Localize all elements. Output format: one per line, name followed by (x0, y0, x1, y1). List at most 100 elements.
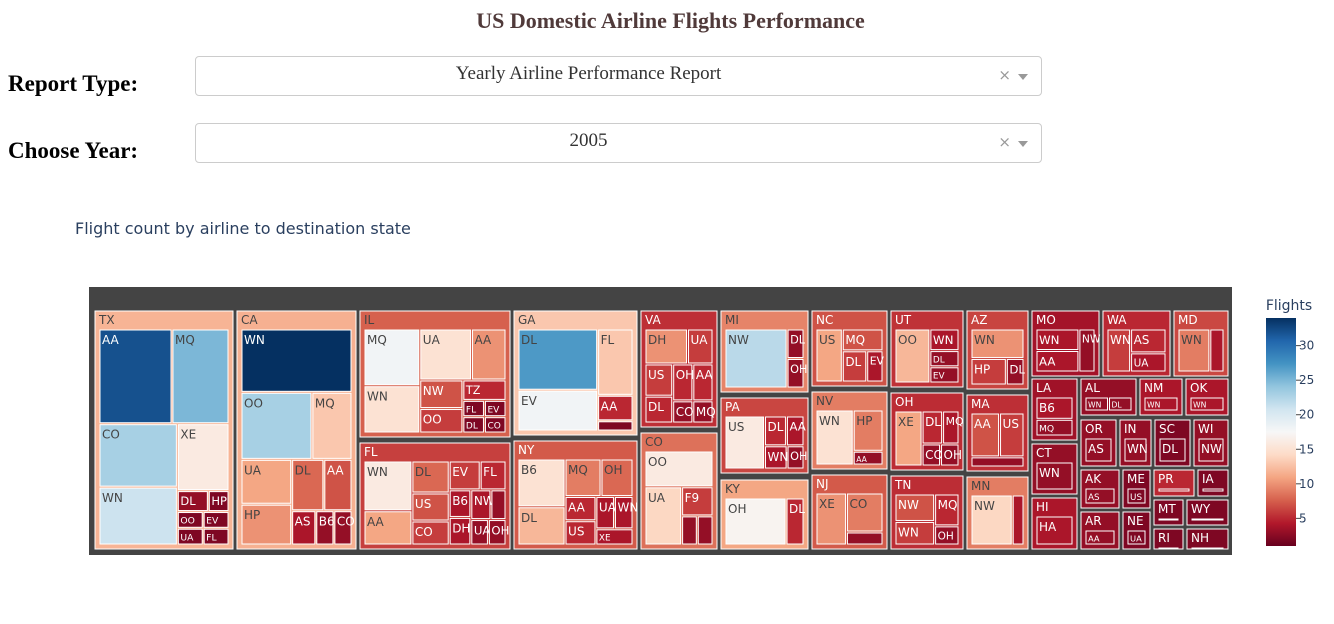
state-ne[interactable]: NE UA (1122, 511, 1151, 550)
airline-cell[interactable] (941, 444, 959, 466)
airline-cell[interactable] (693, 364, 713, 401)
airline-cell[interactable] (867, 351, 883, 382)
state-ia[interactable]: IA (1197, 469, 1229, 497)
airline-cell[interactable] (1079, 329, 1095, 372)
airline-cell[interactable] (1159, 438, 1186, 462)
airline-cell[interactable] (596, 496, 614, 529)
airline-cell[interactable] (565, 459, 601, 496)
airline-cell[interactable] (1191, 518, 1224, 521)
state-mt[interactable]: MT (1153, 499, 1184, 526)
airline-cell[interactable] (853, 451, 883, 465)
airline-cell[interactable] (645, 396, 673, 423)
airline-cell[interactable] (895, 411, 922, 466)
airline-cell[interactable] (241, 392, 312, 459)
airline-cell[interactable] (471, 520, 488, 545)
airline-cell[interactable] (765, 446, 787, 469)
airline-cell[interactable] (786, 498, 804, 545)
airline-cell[interactable] (1158, 518, 1179, 521)
airline-cell[interactable] (1178, 329, 1210, 372)
airline-cell[interactable] (449, 490, 471, 517)
airline-cell[interactable] (846, 493, 883, 532)
airline-cell[interactable] (1109, 397, 1132, 411)
airline-cell[interactable] (816, 410, 853, 465)
airline-cell[interactable] (292, 511, 316, 545)
state-nh[interactable]: NH (1186, 528, 1229, 550)
airline-cell[interactable] (1127, 530, 1146, 545)
state-ky[interactable]: KY OH DL (720, 479, 809, 550)
state-hi[interactable]: HI HA (1031, 497, 1078, 550)
state-ct[interactable]: CT WN (1031, 443, 1078, 495)
airline-cell[interactable] (598, 329, 633, 395)
chevron-down-icon[interactable] (1018, 141, 1028, 147)
airline-cell[interactable] (971, 413, 1000, 457)
airline-cell[interactable] (565, 496, 596, 521)
airline-cell[interactable] (971, 358, 1006, 385)
airline-cell[interactable] (480, 461, 506, 490)
airline-cell[interactable] (420, 329, 472, 380)
airline-cell[interactable] (1012, 495, 1024, 545)
airline-cell[interactable] (1006, 358, 1024, 385)
airline-cell[interactable] (463, 417, 484, 433)
state-co[interactable]: CO OO UA F9 (640, 432, 718, 550)
airline-cell[interactable] (816, 493, 846, 545)
airline-cell[interactable] (971, 495, 1012, 545)
airline-cell[interactable] (725, 498, 786, 545)
chevron-down-icon[interactable] (1018, 74, 1028, 80)
state-nj[interactable]: NJ XE CO (811, 474, 888, 550)
airline-cell[interactable] (1131, 329, 1166, 353)
airline-cell[interactable] (895, 329, 930, 383)
airline-cell[interactable] (292, 459, 324, 511)
airline-cell[interactable] (1158, 547, 1179, 549)
airline-cell[interactable] (316, 511, 334, 545)
state-ak[interactable]: AK AS (1080, 469, 1120, 509)
airline-cell[interactable] (488, 520, 506, 545)
airline-cell[interactable] (846, 532, 883, 545)
state-mi[interactable]: MI NW DL OH (720, 310, 809, 393)
airline-cell[interactable] (177, 424, 229, 491)
airline-cell[interactable] (1210, 329, 1224, 372)
airline-cell[interactable] (472, 329, 506, 380)
airline-cell[interactable] (518, 459, 565, 507)
airline-cell[interactable] (1085, 438, 1112, 462)
airline-cell[interactable] (1085, 488, 1115, 504)
airline-cell[interactable] (518, 390, 598, 431)
state-pa[interactable]: PA US DL AA WN OH (720, 397, 809, 474)
airline-cell[interactable] (725, 329, 787, 388)
year-dropdown[interactable]: 2005 × (195, 123, 1042, 163)
airline-cell[interactable] (312, 392, 352, 459)
state-mn[interactable]: MN NW (966, 476, 1029, 550)
state-ut[interactable]: UT OO WN DL EV (890, 310, 964, 388)
airline-cell[interactable] (682, 487, 713, 516)
airline-cell[interactable] (765, 416, 786, 446)
state-sc[interactable]: SC DL (1154, 419, 1191, 467)
airline-cell[interactable] (842, 351, 867, 382)
airline-cell[interactable] (645, 487, 682, 545)
airline-cell[interactable] (1036, 329, 1079, 350)
airline-cell[interactable] (99, 329, 172, 424)
state-or[interactable]: OR AS (1080, 419, 1117, 467)
state-rect[interactable] (1153, 499, 1184, 526)
airline-cell[interactable] (725, 416, 764, 469)
airline-cell[interactable] (598, 421, 633, 431)
airline-cell[interactable] (1036, 462, 1073, 490)
airline-cell[interactable] (895, 494, 935, 521)
airline-cell[interactable] (673, 364, 693, 401)
state-il[interactable]: IL MQ WN UA AA NW OO TZ FL DL EV CO (359, 310, 511, 438)
state-ar[interactable]: AR AA (1080, 511, 1120, 550)
airline-cell[interactable] (1085, 397, 1108, 411)
airline-cell[interactable] (1198, 438, 1224, 462)
airline-cell[interactable] (565, 521, 596, 545)
state-ny[interactable]: NY B6 DL MQ OH AA US UA WN XE (513, 440, 638, 550)
airline-cell[interactable] (364, 511, 412, 545)
airline-cell[interactable] (99, 424, 177, 487)
report-type-dropdown[interactable]: Yearly Airline Performance Report × (195, 56, 1042, 96)
airline-cell[interactable] (203, 512, 229, 528)
airline-cell[interactable] (697, 516, 713, 545)
airline-cell[interactable] (1158, 488, 1190, 492)
airline-cell[interactable] (693, 401, 713, 423)
airline-cell[interactable] (484, 400, 506, 417)
airline-cell[interactable] (324, 459, 352, 511)
airline-cell[interactable] (596, 529, 633, 545)
airline-cell[interactable] (601, 459, 633, 496)
state-in[interactable]: IN WN (1119, 419, 1152, 467)
